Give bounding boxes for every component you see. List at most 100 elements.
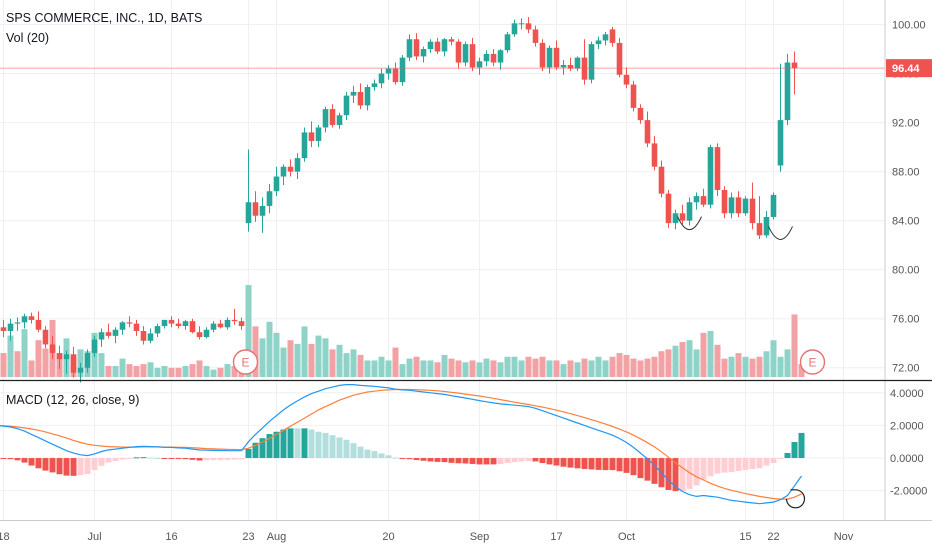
candle — [371, 79, 378, 91]
macd-histogram-bar — [147, 457, 154, 459]
volume-bar — [490, 360, 497, 377]
volume-bar — [420, 360, 427, 377]
volume-bars — [0, 285, 805, 377]
macd-histogram-bar — [518, 458, 525, 462]
candle — [511, 19, 518, 37]
macd-histogram-bar — [322, 432, 329, 459]
volume-bar — [742, 356, 749, 377]
volume-bar — [266, 321, 273, 377]
macd-histogram-bar — [28, 458, 35, 466]
candle-body — [301, 132, 308, 159]
macd-histogram-bar — [623, 458, 630, 473]
candle — [644, 111, 651, 148]
x-tick-label: Aug — [267, 531, 287, 543]
candle-body — [784, 62, 791, 121]
candle-body — [574, 57, 581, 69]
candle — [462, 41, 469, 67]
macd-histogram-bar — [462, 458, 469, 464]
candle-body — [371, 83, 378, 88]
candle — [749, 182, 756, 230]
price-tick-label: 84.00 — [892, 216, 920, 228]
macd-histogram-bar — [567, 458, 574, 468]
macd-histogram-bar — [238, 458, 245, 460]
candle-body — [392, 68, 399, 83]
candle-body — [581, 57, 588, 80]
candle — [378, 68, 385, 89]
candle — [714, 143, 721, 197]
cup-annotation — [677, 216, 702, 231]
candle-body — [714, 147, 721, 190]
volume-bar — [665, 349, 672, 377]
candle-body — [329, 109, 336, 126]
candle-body — [133, 323, 140, 331]
macd-histogram-bar — [196, 458, 203, 461]
candle — [322, 106, 329, 133]
macd-histogram-bar — [357, 446, 364, 459]
candle-body — [728, 197, 735, 214]
volume-bar — [728, 356, 735, 377]
volume-bar — [14, 351, 21, 377]
candle-body — [665, 193, 672, 224]
candle — [161, 319, 168, 329]
macd-histogram-bar — [105, 458, 112, 463]
candle-body — [742, 198, 749, 214]
candle-body — [567, 64, 574, 69]
candle — [791, 51, 798, 95]
candle — [630, 80, 637, 112]
candle — [427, 39, 434, 53]
volume-bar — [595, 356, 602, 377]
candle — [91, 335, 98, 357]
candle — [679, 204, 686, 225]
candle — [413, 33, 420, 61]
candle — [77, 362, 84, 383]
candle — [546, 45, 553, 74]
candle-body — [721, 190, 728, 214]
macd-histogram-bar — [273, 431, 280, 459]
candle-body — [259, 205, 266, 216]
macd-histogram — [0, 428, 805, 492]
candle-body — [693, 196, 700, 203]
candle-body — [350, 91, 357, 96]
candle-body — [280, 166, 287, 177]
x-tick-label: 16 — [165, 531, 177, 543]
candle-body — [364, 87, 371, 106]
candle-body — [770, 194, 777, 217]
volume-bar — [707, 331, 714, 377]
macd-histogram-bar — [721, 458, 728, 473]
candle-body — [154, 326, 161, 334]
volume-bar — [280, 347, 287, 377]
candle-body — [357, 91, 364, 106]
candle-body — [441, 39, 448, 52]
macd-histogram-bar — [413, 458, 420, 461]
candle-body — [336, 115, 343, 126]
price-tick-label: 92.00 — [892, 118, 920, 130]
candle — [224, 317, 231, 330]
candle-body — [609, 29, 616, 43]
candle-body — [126, 322, 133, 324]
candle-body — [77, 367, 84, 373]
candle-body — [644, 120, 651, 144]
volume-bar — [322, 338, 329, 377]
macd-histogram-bar — [385, 455, 392, 459]
candle-body — [490, 53, 497, 63]
volume-bar — [287, 340, 294, 377]
macd-histogram-bar — [588, 458, 595, 470]
macd-histogram-bar — [525, 458, 532, 461]
candle-body — [84, 353, 91, 368]
volume-bar — [252, 326, 259, 377]
macd-histogram-bar — [364, 449, 371, 459]
candle-body — [623, 74, 630, 85]
candle — [574, 56, 581, 72]
macd-histogram-bar — [280, 429, 287, 459]
macd-histogram-bar — [700, 458, 707, 480]
macd-histogram-bar — [112, 458, 119, 461]
earnings-marker — [799, 349, 826, 375]
volume-bar — [630, 358, 637, 377]
candle-body — [273, 176, 280, 192]
candle-body — [112, 329, 119, 336]
volume-bar — [700, 332, 707, 377]
volume-bar — [231, 365, 238, 377]
candle — [210, 321, 217, 333]
macd-line — [0, 384, 802, 505]
